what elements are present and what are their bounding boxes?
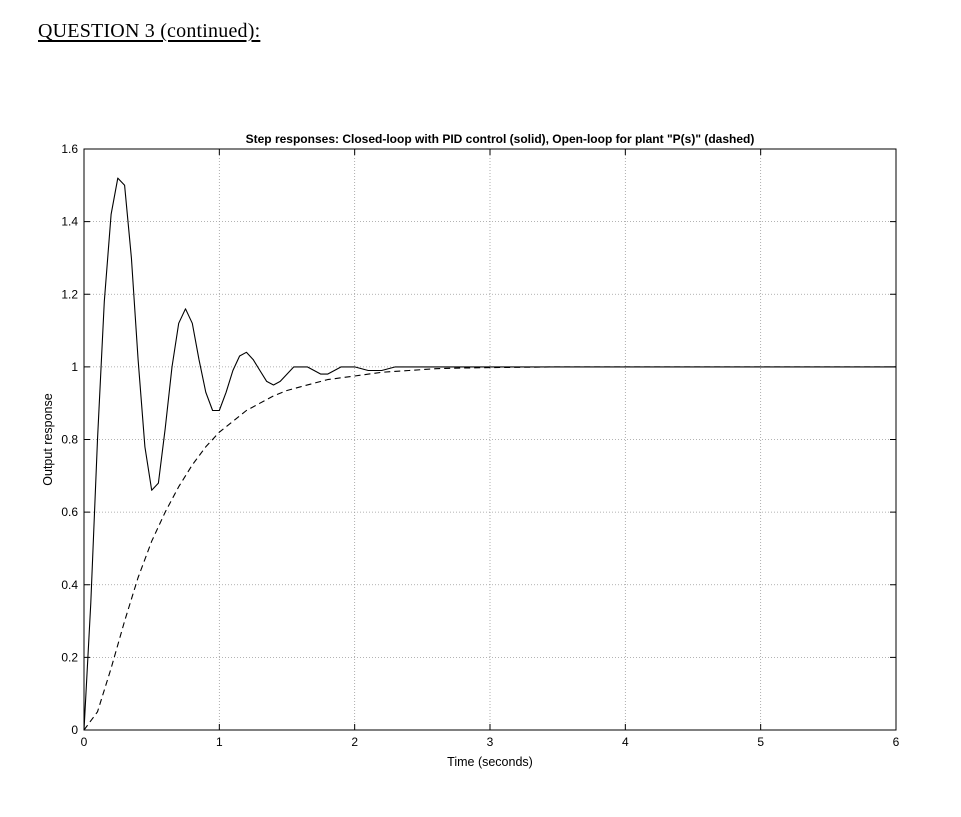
x-tick-label: 0 bbox=[81, 735, 88, 749]
open-loop-dashed-line bbox=[83, 366, 896, 731]
x-tick-label: 3 bbox=[487, 735, 494, 749]
y-tick-label: 0 bbox=[71, 723, 78, 737]
x-tick-label: 1 bbox=[216, 735, 223, 749]
series-lines bbox=[83, 177, 896, 731]
question-heading: QUESTION 3 (continued): bbox=[38, 20, 261, 42]
closed-loop-solid-line bbox=[83, 177, 896, 731]
chart-title: Step responses: Closed-loop with PID con… bbox=[246, 132, 755, 146]
x-tick-label: 2 bbox=[351, 735, 358, 749]
y-tick-label: 0.6 bbox=[61, 505, 78, 519]
y-tick-label: 1.2 bbox=[61, 287, 78, 301]
tick-marks bbox=[83, 148, 897, 731]
x-axis-label: Time (seconds) bbox=[447, 755, 533, 769]
x-tick-label: 6 bbox=[893, 735, 900, 749]
y-tick-label: 0.2 bbox=[61, 650, 78, 664]
y-tick-label: 1.6 bbox=[61, 142, 78, 156]
x-tick-labels: 0 1 2 3 4 5 6 bbox=[81, 735, 900, 749]
y-tick-label: 0.8 bbox=[61, 433, 78, 447]
y-tick-label: 1.4 bbox=[61, 215, 78, 229]
grid-lines bbox=[84, 149, 896, 730]
x-tick-label: 5 bbox=[757, 735, 764, 749]
y-tick-label: 0.4 bbox=[61, 578, 78, 592]
y-tick-labels: 0 0.2 0.4 0.6 0.8 1 1.2 1.4 1.6 bbox=[61, 142, 78, 737]
y-axis-label: Output response bbox=[41, 393, 55, 485]
y-tick-label: 1 bbox=[71, 360, 78, 374]
x-tick-label: 4 bbox=[622, 735, 629, 749]
